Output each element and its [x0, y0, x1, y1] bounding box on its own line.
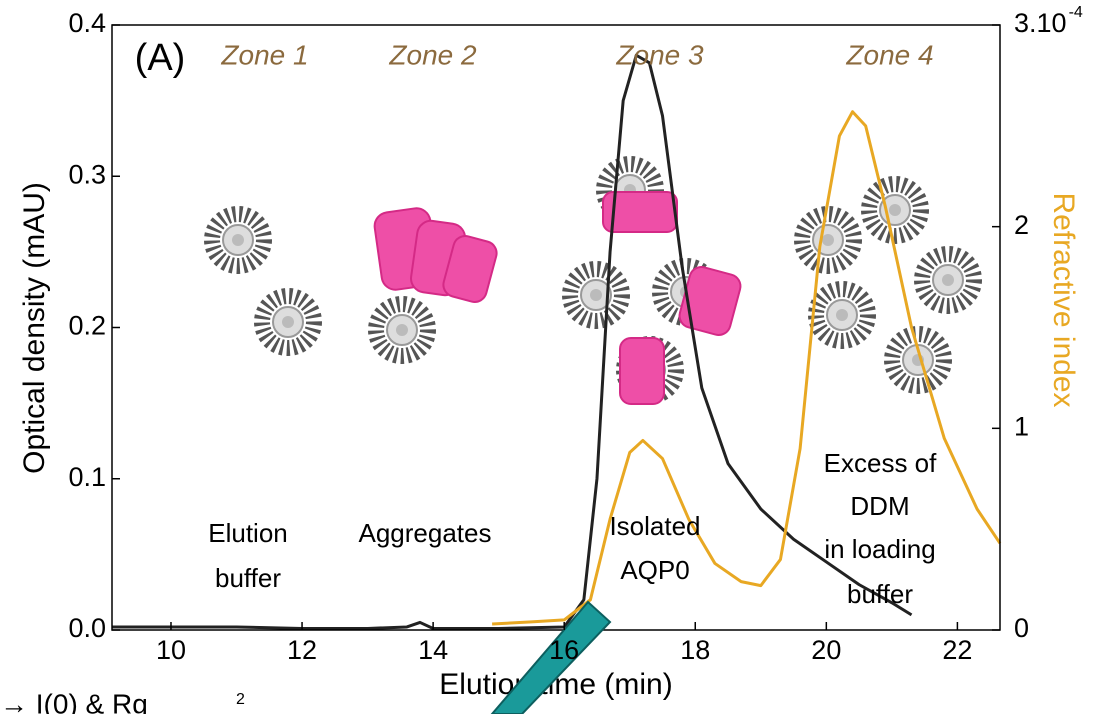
y2-tick-label: 2 — [1014, 210, 1029, 240]
y2-tick-label: 3.10 — [1014, 8, 1067, 38]
x-tick-label: 20 — [811, 635, 841, 665]
y-tick-label: 0.3 — [68, 159, 106, 189]
annotation: AQP0 — [620, 555, 689, 585]
x-tick-label: 10 — [156, 635, 186, 665]
zone-label: Zone 2 — [388, 39, 477, 70]
annotation: buffer — [215, 563, 281, 593]
illustrations — [212, 164, 974, 404]
annotation: Excess of — [824, 448, 937, 478]
chart: Zone 1 Zone 2 Zone 3 Zone 4 (A) Elution … — [0, 0, 1093, 714]
annotation: in loading — [824, 534, 935, 564]
x-tick-label: 16 — [549, 635, 579, 665]
annotation: DDM — [850, 491, 909, 521]
x-tick-label: 14 — [418, 635, 448, 665]
y2-tick-label: 0 — [1014, 613, 1029, 643]
y2-tick-superscript: -4 — [1069, 4, 1083, 21]
zone-label: Zone 3 — [615, 39, 704, 70]
footer-superscript: 2 — [236, 691, 245, 708]
zone-label: Zone 1 — [220, 39, 308, 70]
y-tick-label: 0.4 — [68, 8, 106, 38]
y-tick-label: 0.0 — [68, 613, 106, 643]
annotation: Isolated — [609, 511, 700, 541]
footer-text: → I(0) & Rg — [0, 688, 148, 714]
panel-label: (A) — [135, 37, 186, 79]
y-tick-label: 0.1 — [68, 462, 106, 492]
annotation: Aggregates — [359, 518, 492, 548]
y-axis-label: Optical density (mAU) — [18, 182, 51, 474]
x-tick-label: 22 — [942, 635, 972, 665]
x-tick-label: 18 — [680, 635, 710, 665]
zone-label: Zone 4 — [845, 39, 933, 70]
annotation: buffer — [847, 579, 913, 609]
y-tick-label: 0.2 — [68, 311, 106, 341]
annotation: Elution — [208, 518, 288, 548]
y2-tick-label: 1 — [1014, 411, 1029, 441]
x-tick-label: 12 — [287, 635, 317, 665]
y2-axis-label: Refractive index — [1047, 192, 1080, 407]
page: {"chart_data": { "type": "line", "panel_… — [0, 0, 1093, 714]
